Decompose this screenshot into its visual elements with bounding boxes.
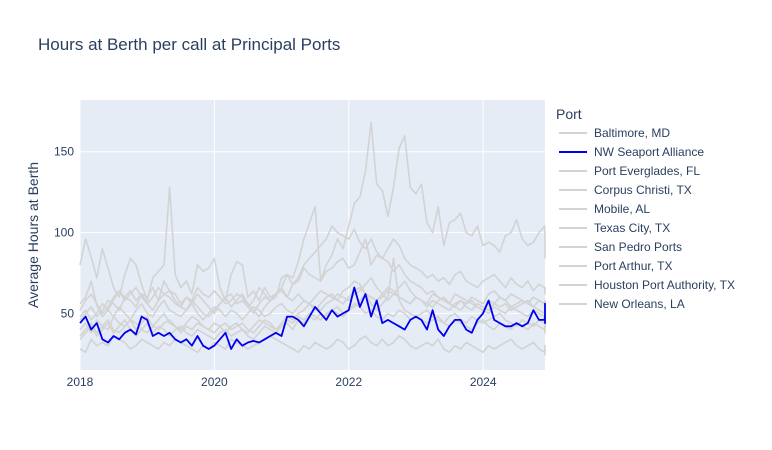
series-line-baltimore-md: [79, 121, 546, 302]
series-lines: [79, 121, 546, 356]
x-tick-label: 2018: [67, 375, 94, 389]
chart-title: Hours at Berth per call at Principal Por…: [38, 35, 340, 54]
y-tick-label: 150: [54, 145, 74, 159]
legend: Port Baltimore, MD NW Seaport Alliance Por…: [556, 106, 735, 311]
x-tick-label: 2020: [201, 375, 228, 389]
legend-item-label[interactable]: Port Arthur, TX: [594, 259, 672, 273]
series-line-new-orleans-la: [79, 276, 546, 337]
series-line-corpus-christi-tx: [79, 335, 546, 356]
legend-item-label[interactable]: Baltimore, MD: [594, 126, 670, 140]
y-tick-label: 100: [54, 226, 74, 240]
y-tick-label: 50: [61, 306, 75, 320]
x-tick-label: 2024: [470, 375, 497, 389]
legend-item-label[interactable]: NW Seaport Alliance: [594, 145, 704, 159]
y-axis-title: Average Hours at Berth: [25, 162, 41, 308]
legend-item-label[interactable]: Corpus Christi, TX: [594, 183, 692, 197]
plot-area: [80, 100, 545, 370]
legend-item-label[interactable]: New Orleans, LA: [594, 297, 685, 311]
x-tick-label: 2022: [335, 375, 362, 389]
legend-item-label[interactable]: Mobile, AL: [594, 202, 650, 216]
legend-item-label[interactable]: Port Everglades, FL: [594, 164, 700, 178]
legend-item-label[interactable]: San Pedro Ports: [594, 240, 682, 254]
series-line-mobile-al: [79, 280, 546, 318]
series-line-nw-seaport-alliance: [79, 286, 546, 350]
legend-item-label[interactable]: Texas City, TX: [594, 221, 670, 235]
axis-ticks: 2018 2020 2022 2024 50 100 150: [54, 145, 497, 389]
legend-title: Port: [556, 106, 582, 122]
legend-item-label[interactable]: Houston Port Authority, TX: [594, 278, 735, 292]
series-line-port-arthur-tx: [79, 257, 546, 341]
